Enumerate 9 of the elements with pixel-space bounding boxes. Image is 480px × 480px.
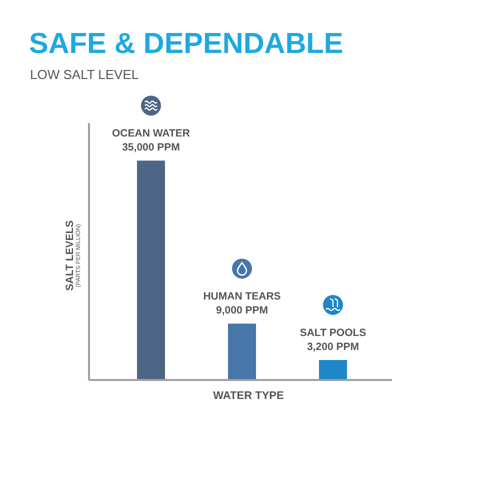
data-label: 9,000 PPM [216, 304, 268, 317]
data-label: 35,000 PPM [122, 142, 180, 154]
x-tick-label: OCEAN WATER [112, 128, 190, 140]
x-tick-label: HUMAN TEARS [203, 290, 281, 303]
chart-subtitle: LOW SALT LEVEL [30, 67, 139, 82]
x-axis-title: WATER TYPE [213, 390, 284, 402]
data-label: 3,200 PPM [307, 340, 360, 353]
chart-title: SAFE & DEPENDABLE [29, 28, 344, 60]
x-tick-label: SALT POOLS [300, 326, 366, 339]
